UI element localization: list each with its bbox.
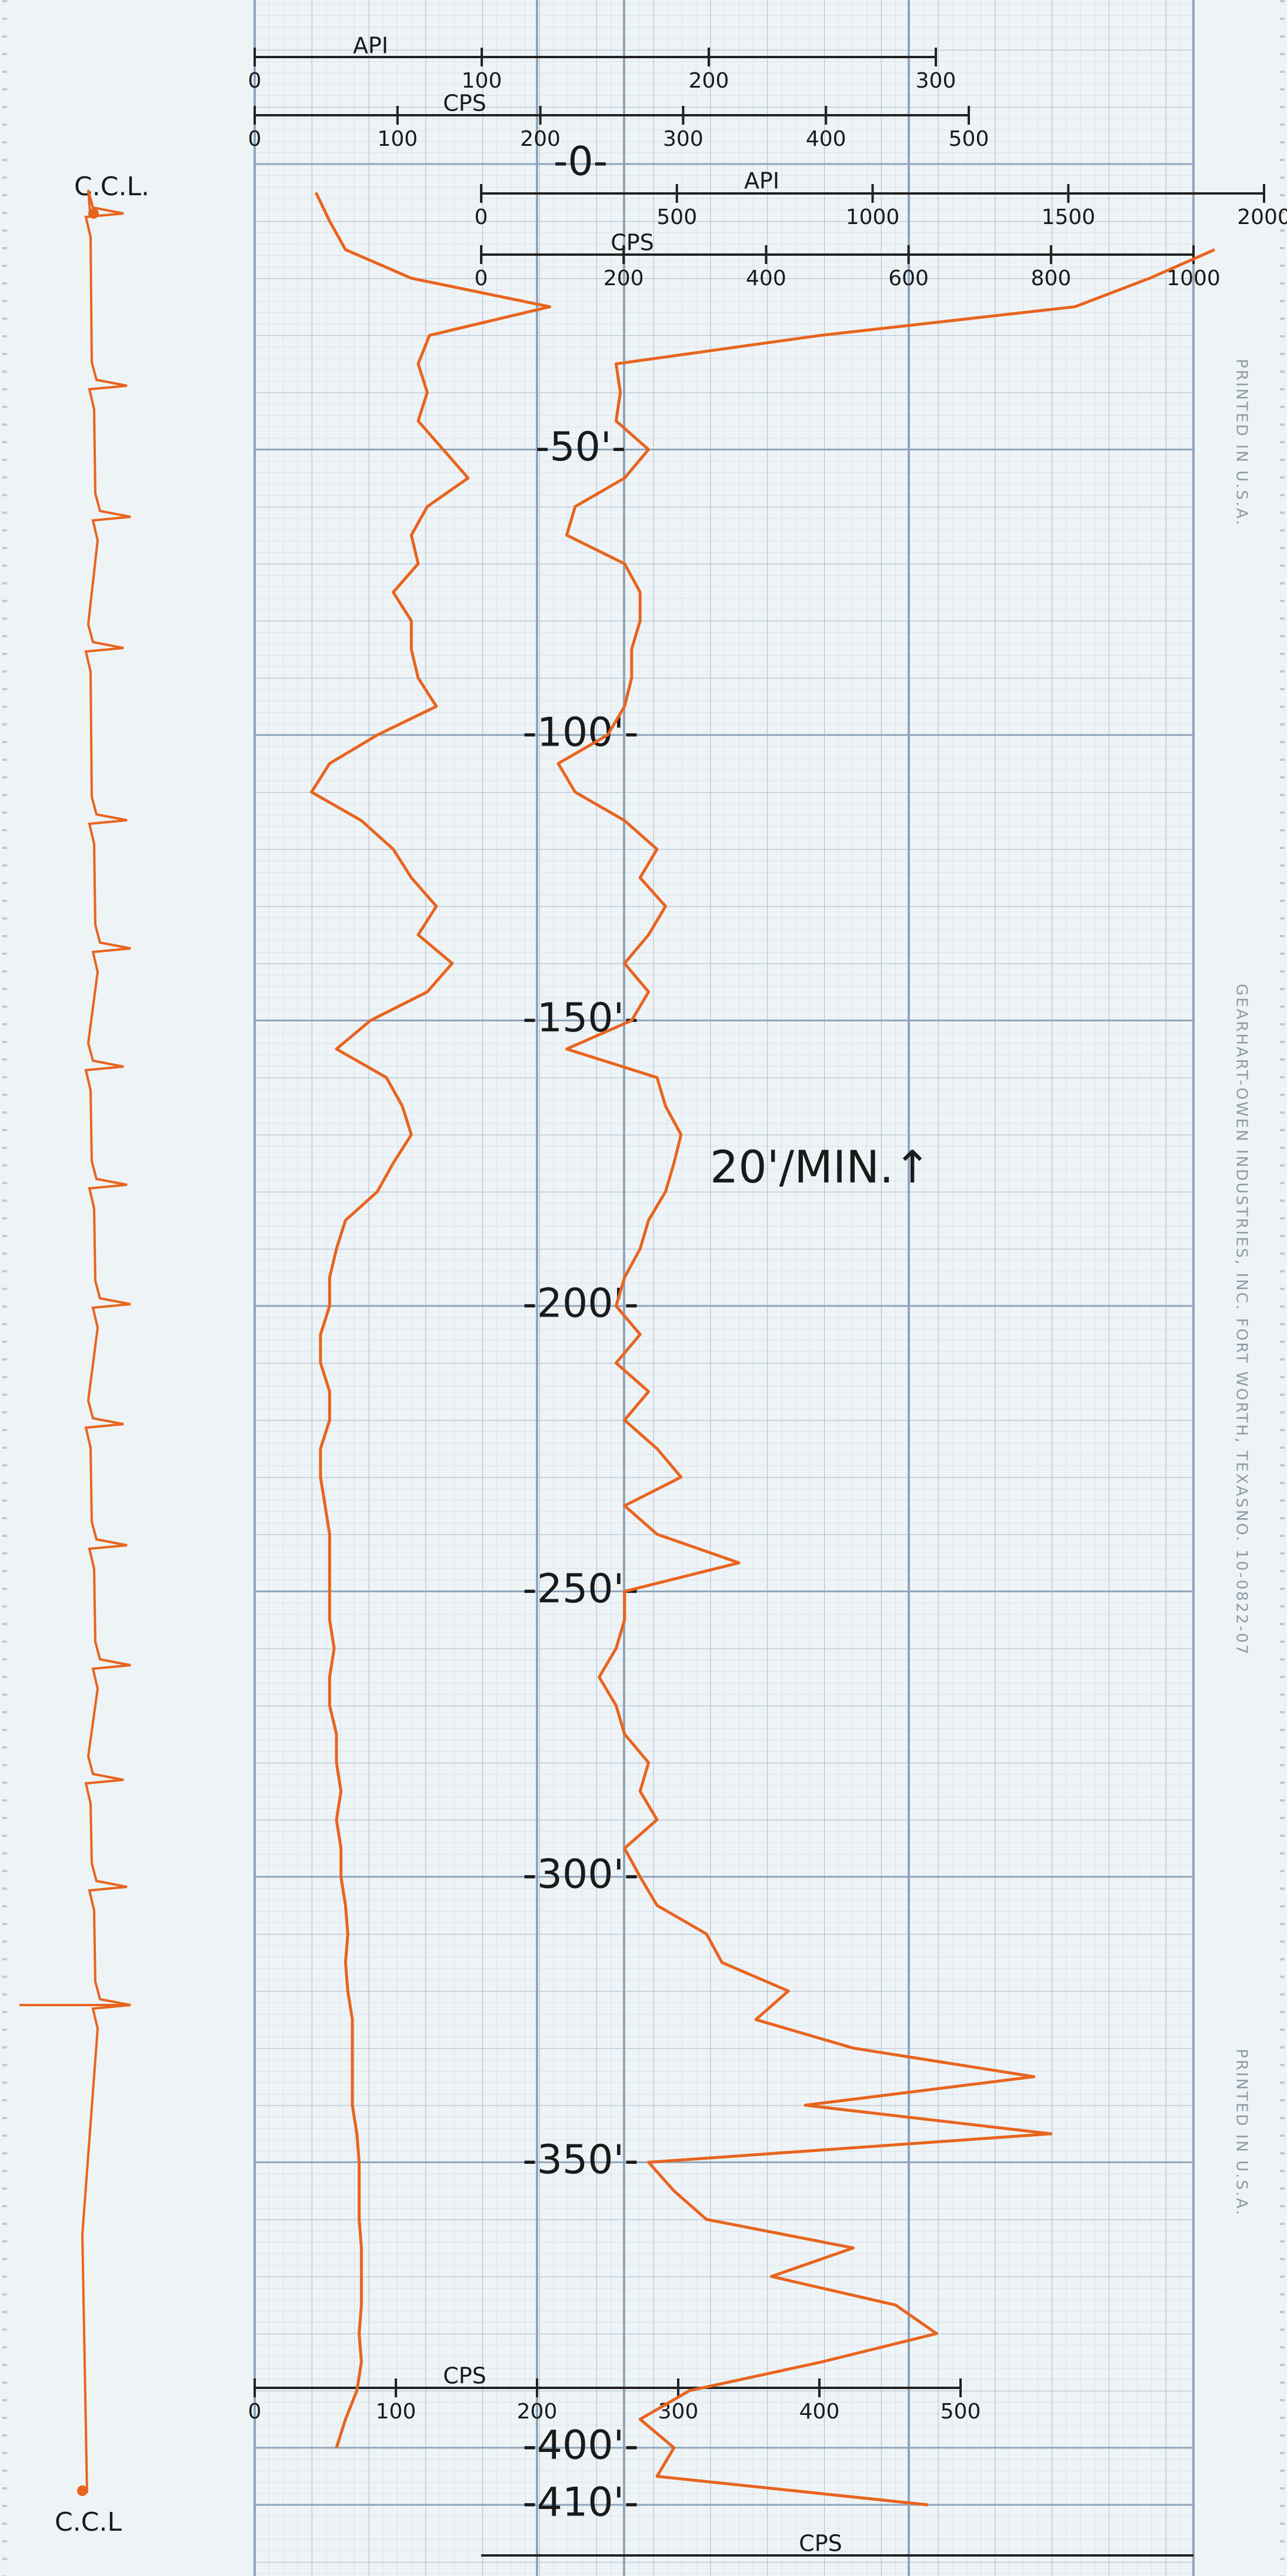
scale-tick-label: 1000 — [846, 205, 900, 229]
scale-tick-label: 300 — [658, 2400, 699, 2424]
imprint: NO. 10-0822-07 — [1233, 1510, 1251, 1656]
scale-tick-label: 300 — [916, 69, 956, 93]
depth-label: -350'- — [522, 2137, 639, 2183]
depth-label: -0- — [554, 139, 608, 185]
grid-major — [255, 0, 1193, 2576]
scale-tick-label: 400 — [799, 2400, 840, 2424]
scale-tick-label: 200 — [689, 69, 729, 93]
ccl-dot — [77, 2485, 88, 2496]
depth-label: -250'- — [522, 1566, 639, 1612]
log-curve — [310, 192, 552, 2448]
scale-tick-label: 500 — [949, 127, 989, 151]
ccl-label: C.C.L. — [74, 172, 149, 202]
scale-tick-label: 600 — [888, 266, 929, 290]
scale-tick-label: 100 — [376, 2400, 416, 2424]
imprint: PRINTED IN U.S.A. — [1233, 359, 1251, 527]
scale-tick-label: 0 — [248, 69, 262, 93]
depth-label: -50'- — [535, 424, 626, 470]
scale-tick-label: 2000 — [1237, 205, 1287, 229]
scale-label: CPS — [611, 230, 654, 256]
scale-tick-label: 500 — [941, 2400, 981, 2424]
scale-tick-label: 0 — [475, 266, 488, 290]
scale-label: CPS — [443, 91, 486, 116]
scale-tick-label: 0 — [248, 127, 262, 151]
depth-label: -150'- — [522, 995, 639, 1041]
scale-tick-label: 200 — [520, 127, 561, 151]
log-curve — [556, 248, 1216, 2507]
scale-tick-label: 400 — [806, 127, 846, 151]
depth-label: -400'- — [522, 2422, 639, 2468]
scale-label: CPS — [443, 2363, 486, 2389]
annotation: 20'/MIN.↑ — [710, 1141, 931, 1193]
scale-tick-label: 300 — [663, 127, 703, 151]
scale-label: API — [744, 168, 779, 194]
imprints: PRINTED IN U.S.A. GEARHART-OWEN INDUSTRIE… — [1233, 359, 1251, 2217]
scale-label: CPS — [799, 2531, 842, 2557]
scale-tick-label: 100 — [377, 127, 418, 151]
scale-tick-label: 800 — [1031, 266, 1071, 290]
scale-tick-label: 1000 — [1166, 266, 1221, 290]
scale-tick-label: 200 — [517, 2400, 558, 2424]
depth-label: -300'- — [522, 1851, 639, 1897]
scale-tick-label: 0 — [248, 2400, 262, 2424]
scale-tick-label: 1500 — [1041, 205, 1095, 229]
ccl-label: C.C.L — [55, 2507, 122, 2537]
imprint: GEARHART-OWEN INDUSTRIES, INC. FORT WORT… — [1233, 984, 1251, 1509]
scale-label: API — [353, 33, 388, 59]
scale-tick-label: 0 — [475, 205, 488, 229]
depth-label: -410'- — [522, 2480, 639, 2526]
depth-label: -200'- — [522, 1280, 639, 1327]
scale-tick-label: 100 — [462, 69, 502, 93]
scale-tick-label: 200 — [604, 266, 644, 290]
ccl-dot — [88, 208, 99, 219]
imprint: PRINTED IN U.S.A. — [1233, 2049, 1251, 2217]
scale-tick-label: 400 — [746, 266, 786, 290]
scale-tick-label: 500 — [656, 205, 697, 229]
track-borders — [254, 0, 1195, 2576]
ccl-curve — [81, 189, 131, 2494]
